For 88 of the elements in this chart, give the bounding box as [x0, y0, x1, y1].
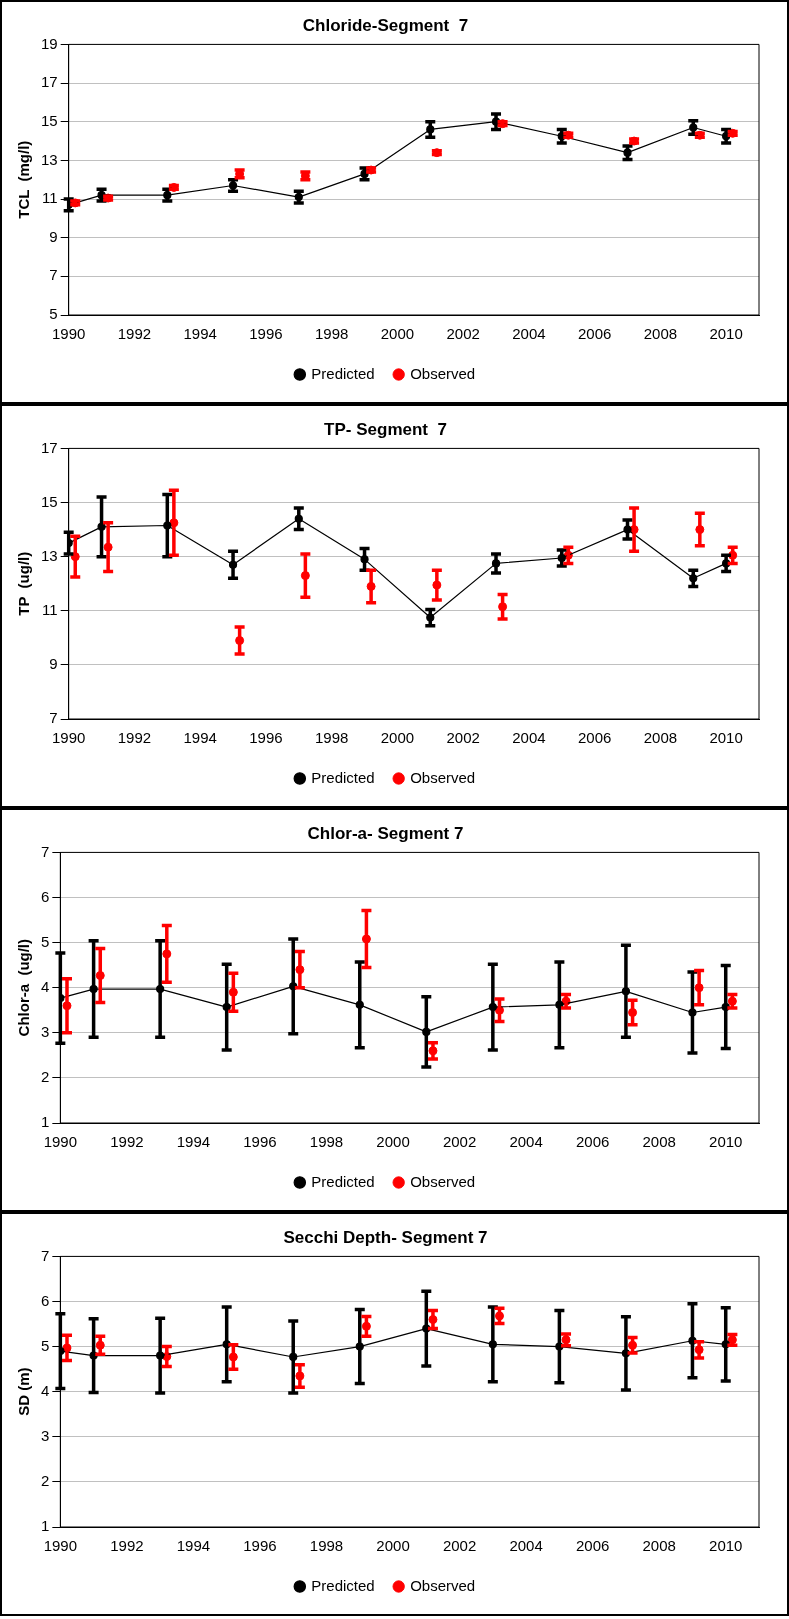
x-tick-label: 1996 [243, 1133, 277, 1151]
legend-label: Predicted [311, 1576, 375, 1594]
y-tick-label: 11 [42, 189, 58, 207]
x-tick-label: 1994 [183, 325, 217, 343]
x-tick-label: 1996 [249, 325, 283, 343]
x-tick-label: 2000 [376, 1537, 410, 1555]
x-tick-label: 2008 [642, 1537, 676, 1555]
x-tick-label: 1992 [117, 325, 152, 343]
x-tick-label: 2004 [509, 1133, 543, 1151]
y-tick-label: 5 [49, 305, 58, 323]
y-tick-label: 4 [41, 1381, 50, 1399]
y-tick-label: 7 [41, 1246, 50, 1264]
y-tick-label: 1 [41, 1113, 50, 1131]
x-tick-label: 1994 [183, 729, 217, 747]
x-tick-label: 1992 [110, 1537, 144, 1555]
x-tick-label: 2006 [577, 729, 612, 747]
x-tick-label: 2004 [512, 325, 546, 343]
chart-title: TP- Segment 7 [324, 419, 447, 439]
x-tick-label: 1992 [110, 1133, 144, 1151]
x-tick-label: 2010 [709, 1133, 743, 1151]
x-tick-label: 2002 [446, 729, 480, 747]
y-tick-label: 11 [42, 600, 58, 618]
chart-title: Chlor-a- Segment 7 [307, 823, 464, 843]
x-tick-label: 1998 [309, 1133, 344, 1151]
y-tick-label: 2 [41, 1068, 50, 1086]
x-tick-label: 2000 [376, 1133, 410, 1151]
y-axis-title: SD (m) [15, 1367, 33, 1416]
x-tick-label: 2010 [709, 1537, 743, 1555]
y-tick-label: 3 [41, 1022, 50, 1040]
y-tick-label: 19 [41, 34, 58, 52]
chart-title: Chloride-Segment 7 [302, 15, 469, 35]
x-tick-label: 1990 [43, 1133, 78, 1151]
x-tick-label: 1990 [52, 325, 86, 343]
x-tick-label: 2006 [577, 325, 612, 343]
x-tick-label: 1996 [243, 1537, 277, 1555]
x-tick-label: 1998 [309, 1537, 344, 1555]
y-tick-label: 1 [41, 1517, 50, 1535]
y-tick-label: 9 [49, 227, 58, 245]
legend-label: Observed [410, 1172, 476, 1190]
y-axis-title: Chlor-a (ug/l) [15, 938, 33, 1037]
y-tick-label: 13 [41, 150, 58, 168]
y-tick-label: 7 [49, 709, 58, 727]
y-tick-label: 9 [49, 655, 58, 673]
y-tick-label: 15 [41, 492, 58, 510]
x-tick-label: 2008 [643, 325, 678, 343]
y-tick-label: 15 [41, 111, 58, 129]
y-tick-label: 2 [41, 1472, 50, 1490]
x-tick-label: 2002 [442, 1133, 477, 1151]
x-tick-label: 2004 [512, 729, 546, 747]
y-axis-title: TP (ug/l) [15, 551, 33, 616]
y-tick-label: 5 [41, 1336, 50, 1354]
y-tick-label: 17 [41, 438, 58, 456]
legend-label: Observed [410, 768, 476, 786]
y-tick-label: 6 [41, 887, 50, 905]
x-tick-label: 2006 [575, 1537, 610, 1555]
y-tick-label: 5 [41, 932, 50, 950]
x-tick-label: 2010 [709, 325, 743, 343]
x-tick-label: 1994 [176, 1133, 211, 1151]
y-tick-label: 3 [41, 1426, 50, 1444]
x-tick-label: 2008 [642, 1133, 676, 1151]
x-tick-label: 2010 [709, 729, 743, 747]
x-tick-label: 1996 [249, 729, 283, 747]
y-tick-label: 4 [41, 977, 50, 995]
x-tick-label: 1992 [117, 729, 152, 747]
x-tick-label: 1990 [52, 729, 86, 747]
x-tick-label: 1998 [314, 729, 349, 747]
y-tick-label: 7 [49, 266, 58, 284]
x-tick-label: 1998 [314, 325, 349, 343]
y-tick-label: 6 [41, 1291, 50, 1309]
y-tick-label: 7 [41, 842, 50, 860]
legend-label: Predicted [311, 364, 375, 382]
x-tick-label: 1994 [176, 1537, 211, 1555]
x-tick-label: 1990 [43, 1537, 78, 1555]
y-tick-label: 17 [41, 73, 58, 91]
legend-label: Predicted [311, 768, 375, 786]
chart-title: Secchi Depth- Segment 7 [283, 1227, 488, 1247]
x-tick-label: 2006 [575, 1133, 610, 1151]
x-tick-label: 2002 [442, 1537, 477, 1555]
y-tick-label: 13 [41, 546, 58, 564]
legend-label: Observed [410, 1576, 476, 1594]
x-tick-label: 2004 [509, 1537, 543, 1555]
y-axis-title: TCL (mg/l) [15, 140, 33, 219]
legend-label: Observed [410, 364, 476, 382]
x-tick-label: 2000 [380, 729, 415, 747]
legend-label: Predicted [311, 1172, 375, 1190]
x-tick-label: 2008 [643, 729, 678, 747]
x-tick-label: 2002 [446, 325, 480, 343]
x-tick-label: 2000 [380, 325, 415, 343]
